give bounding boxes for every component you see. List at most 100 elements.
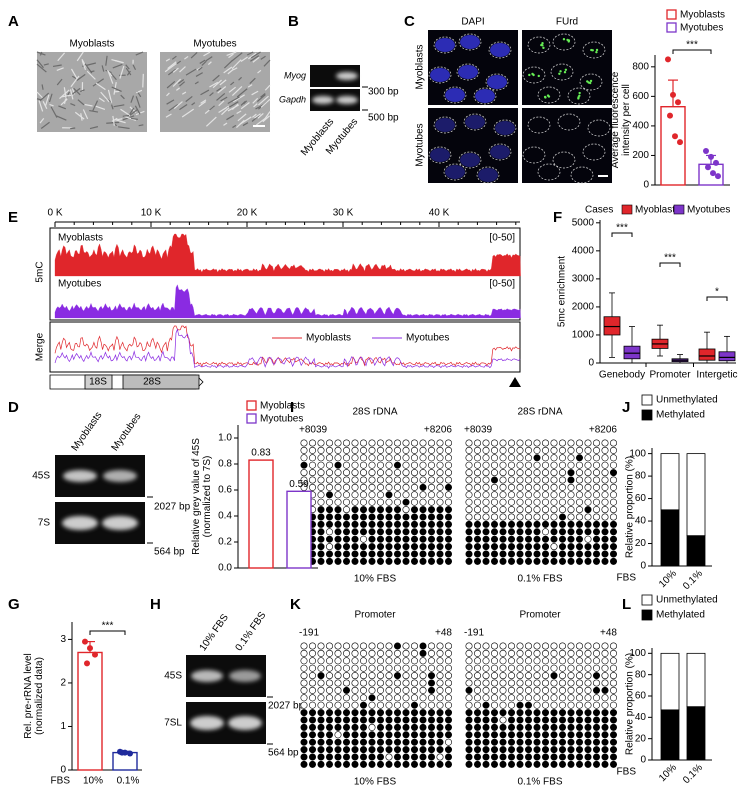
cpg-site: [499, 738, 507, 746]
data-point: [708, 153, 714, 160]
cpg-site: [524, 550, 532, 558]
cpg-site: [436, 672, 444, 680]
cpg-site: [584, 731, 592, 739]
cpg-site: [444, 550, 452, 558]
cpg-site: [351, 686, 359, 694]
cpg-site: [368, 513, 376, 521]
cpg-site: [601, 701, 609, 709]
cell: [184, 55, 189, 60]
cpg-site: [427, 520, 435, 528]
cell: [49, 103, 54, 107]
cell: [236, 110, 242, 115]
cpg-site: [558, 649, 566, 657]
cpg-site: [482, 738, 490, 746]
cpg-site: [436, 694, 444, 702]
cpg-site: [524, 694, 532, 702]
cpg-site: [368, 461, 376, 469]
cpg-site: [368, 642, 376, 650]
cpg-site: [351, 498, 359, 506]
cpg-site: [436, 550, 444, 558]
cpg-site: [444, 483, 452, 491]
nucleus-outline: [485, 73, 509, 91]
cpg-site: [351, 454, 359, 462]
cpg-site: [427, 513, 435, 521]
gene-name: 28S: [143, 377, 161, 388]
cpg-site: [499, 686, 507, 694]
cpg-site: [490, 760, 498, 768]
cpg-site: [601, 746, 609, 754]
cpg-site: [516, 520, 524, 528]
cell: [250, 51, 261, 59]
cpg-site: [393, 476, 401, 484]
cell: [36, 63, 47, 73]
cpg-site: [499, 694, 507, 702]
panel-label: C: [404, 13, 415, 30]
cpg-site: [376, 679, 384, 687]
cpg-site: [465, 679, 473, 687]
cpg-site: [575, 657, 583, 665]
nucleus: [445, 165, 465, 179]
cpg-site: [427, 716, 435, 724]
cpg-site: [427, 498, 435, 506]
cpg-site: [533, 753, 541, 761]
cpg-site: [410, 723, 418, 731]
cpg-site: [410, 716, 418, 724]
cell: [185, 95, 193, 103]
cpg-site: [444, 672, 452, 680]
cpg-site: [427, 469, 435, 477]
cpg-site: [516, 642, 524, 650]
cpg-site: [308, 760, 316, 768]
cpg-site: [317, 520, 325, 528]
cpg-site: [601, 476, 609, 484]
cpg-site: [342, 528, 350, 536]
cpg-site: [444, 649, 452, 657]
cpg-site: [524, 446, 532, 454]
cpg-site: [609, 528, 617, 536]
cpg-site: [524, 709, 532, 717]
cpg-site: [490, 738, 498, 746]
cpg-site: [410, 439, 418, 447]
cpg-site: [444, 498, 452, 506]
cpg-site: [419, 550, 427, 558]
cpg-site: [317, 461, 325, 469]
cpg-site: [533, 506, 541, 514]
cpg-site: [473, 513, 481, 521]
cpg-site: [567, 506, 575, 514]
cpg-site: [567, 679, 575, 687]
cpg-site: [410, 543, 418, 551]
cpg-site: [541, 476, 549, 484]
cpg-site: [444, 520, 452, 528]
data-point: [92, 651, 98, 658]
nucleus-outline: [488, 41, 512, 59]
box: [698, 348, 716, 361]
cell: [113, 104, 125, 108]
cpg-site: [567, 716, 575, 724]
cpg-site: [524, 513, 532, 521]
cell: [239, 116, 252, 125]
cpg-site: [419, 716, 427, 724]
cpg-site: [473, 686, 481, 694]
cpg-site: [308, 746, 316, 754]
cpg-site: [402, 753, 410, 761]
cpg-site: [465, 746, 473, 754]
cpg-site: [524, 753, 532, 761]
cpg-site: [419, 746, 427, 754]
cell: [252, 97, 259, 104]
cpg-site: [473, 672, 481, 680]
cpg-site: [541, 694, 549, 702]
y-tick-label: 600: [632, 91, 649, 102]
cpg-site: [419, 513, 427, 521]
cpg-site: [601, 738, 609, 746]
cpg-site: [359, 528, 367, 536]
cpg-site: [482, 746, 490, 754]
cpg-site: [482, 498, 490, 506]
stain-label: DAPI: [461, 17, 484, 28]
cpg-site: [342, 535, 350, 543]
furd-signal: [595, 48, 599, 52]
cpg-site: [550, 439, 558, 447]
cpg-site: [342, 694, 350, 702]
cpg-site: [385, 446, 393, 454]
cpg-site: [410, 679, 418, 687]
cpg-site: [601, 694, 609, 702]
